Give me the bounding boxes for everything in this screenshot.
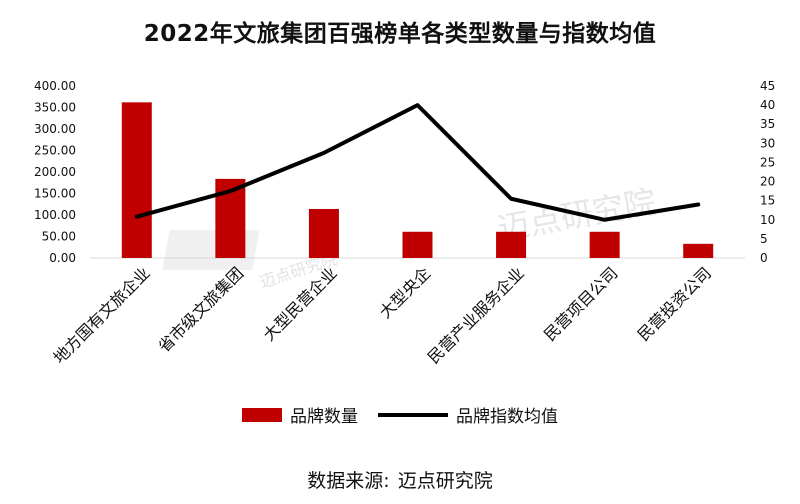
left-tick-label: 100.00	[34, 208, 76, 222]
x-tick-label: 地方国有文旅企业	[50, 263, 154, 367]
left-axis-ticks: 0.00 50.00 100.00 150.00 200.00 250.00 300.00 3…	[34, 79, 76, 265]
legend-item-bar: 品牌数量	[242, 402, 358, 427]
left-tick-label: 250.00	[34, 144, 76, 158]
left-tick-label: 0.00	[49, 251, 76, 265]
left-tick-label: 300.00	[34, 122, 76, 136]
legend-label-line: 品牌指数均值	[456, 407, 558, 427]
x-tick-label: 民营产业服务企业	[424, 263, 528, 367]
right-tick-label: 25	[760, 155, 775, 169]
x-axis-labels: 地方国有文旅企业 省市级文旅集团 大型民营企业 大型央企民营产业服务企业 民营项目公司民…	[50, 263, 715, 367]
chart-svg: 迈点研究院 迈点研究院 0.0050.00100.00150.00200.002…	[34, 79, 775, 367]
line-series	[134, 103, 701, 222]
source-label: 数据来源:	[307, 470, 390, 492]
right-tick-label: 0	[760, 251, 768, 265]
bar	[121, 102, 152, 258]
right-tick-label: 35	[760, 117, 775, 131]
x-tick-label: 省市级文旅集团	[155, 263, 248, 356]
bar	[496, 231, 527, 258]
right-tick-label: 45	[760, 79, 775, 93]
bar	[683, 243, 714, 258]
right-tick-label: 40	[760, 98, 775, 112]
right-axis-ticks: 0 5 10 15 20 25 30 35 40 45	[760, 79, 775, 265]
legend-swatch-bar	[242, 407, 282, 422]
right-tick-label: 30	[760, 136, 775, 150]
left-tick-label: 350.00	[34, 101, 76, 115]
bar	[589, 231, 620, 258]
x-tick-label: 民营投资公司	[634, 263, 715, 344]
x-tick-label: 民营项目公司	[540, 263, 621, 344]
bar-series	[121, 102, 714, 258]
left-tick-label: 400.00	[34, 79, 76, 93]
right-tick-label: 15	[760, 194, 775, 208]
index-line	[134, 103, 701, 222]
x-tick-label: 大型央企	[376, 263, 435, 322]
bar	[402, 231, 433, 258]
left-tick-label: 200.00	[34, 165, 76, 179]
legend-label-bar: 品牌数量	[290, 407, 358, 427]
right-tick-label: 20	[760, 175, 775, 189]
right-tick-label: 5	[760, 232, 768, 246]
legend-item-line: 品牌指数均值	[378, 402, 558, 427]
bar	[308, 208, 339, 258]
left-tick-label: 150.00	[34, 187, 76, 201]
legend-swatch-line	[378, 412, 448, 417]
chart-title: 2022年文旅集团百强榜单各类型数量与指数均值	[143, 21, 657, 47]
left-tick-label: 50.00	[42, 230, 76, 244]
source-value: 迈点研究院	[397, 470, 493, 492]
right-tick-label: 10	[760, 213, 775, 227]
source-note: 数据来源: 迈点研究院	[0, 466, 800, 493]
legend: 品牌数量 品牌指数均值	[0, 402, 800, 427]
